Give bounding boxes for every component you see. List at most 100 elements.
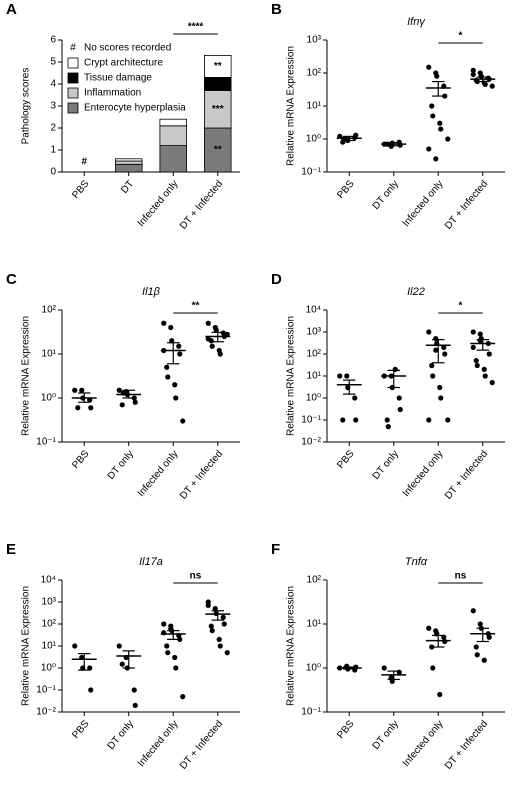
bar-segment xyxy=(159,145,187,173)
data-point xyxy=(173,665,179,671)
x-tick-label: Infected only xyxy=(136,719,181,770)
panel-letter: D xyxy=(271,271,282,288)
data-point xyxy=(340,417,346,423)
data-point xyxy=(470,71,476,78)
y-tick-label: 10¹ xyxy=(307,371,322,382)
data-point xyxy=(474,652,480,658)
data-point xyxy=(385,424,391,430)
y-tick-label: 10⁰ xyxy=(41,393,56,404)
data-point xyxy=(180,418,186,424)
data-point xyxy=(429,644,435,650)
x-tick-label: DT + Infected xyxy=(443,449,490,502)
data-point xyxy=(426,417,432,423)
y-tick-label: 5 xyxy=(50,57,56,68)
legend-label: Crypt architecture xyxy=(84,58,163,69)
x-tick-label: DT only xyxy=(371,719,401,752)
y-tick-label: 10⁻¹ xyxy=(36,685,56,696)
panel-letter: E xyxy=(6,541,16,558)
legend-swatch xyxy=(67,72,79,84)
bar-segment xyxy=(203,90,232,129)
data-point xyxy=(442,638,448,645)
data-point xyxy=(441,344,447,350)
annotation: ** xyxy=(214,145,222,156)
data-point xyxy=(132,399,138,405)
data-point xyxy=(486,351,492,357)
x-tick-label: PBS xyxy=(335,448,357,471)
y-tick-label: 10⁴ xyxy=(306,305,321,316)
data-point xyxy=(481,366,487,372)
y-tick-label: 10⁻² xyxy=(36,707,56,718)
data-point xyxy=(430,665,436,671)
y-axis-label: Relative mRNA Expression xyxy=(286,586,297,706)
data-point xyxy=(426,146,432,152)
data-point xyxy=(489,83,495,89)
bar-segment xyxy=(159,125,187,147)
x-tick-label: Infected only xyxy=(136,179,181,230)
x-tick-label: DT xyxy=(119,179,136,196)
y-tick-label: 10⁻¹ xyxy=(301,707,321,718)
data-point xyxy=(131,687,137,693)
y-tick-label: 10⁰ xyxy=(306,663,321,674)
y-tick-label: 10⁻¹ xyxy=(301,415,321,426)
y-tick-label: 10² xyxy=(307,68,322,79)
data-point xyxy=(213,327,219,333)
data-point xyxy=(486,634,492,640)
panel-letter: B xyxy=(271,1,282,18)
data-point xyxy=(217,351,223,357)
x-tick-label: DT + Infected xyxy=(178,719,225,772)
data-point xyxy=(489,380,495,386)
y-axis-label: Relative mRNA Expression xyxy=(286,316,297,436)
y-tick-label: 1 xyxy=(50,145,56,156)
data-point xyxy=(470,608,476,614)
data-point xyxy=(164,643,170,649)
data-point xyxy=(384,417,390,423)
data-point xyxy=(397,142,403,148)
data-point xyxy=(481,657,487,663)
data-point xyxy=(116,643,122,649)
data-point xyxy=(221,621,227,627)
data-point xyxy=(165,650,171,656)
data-point xyxy=(169,338,175,344)
y-tick-label: 10⁰ xyxy=(41,663,56,674)
data-point xyxy=(209,628,215,634)
data-point xyxy=(168,324,174,331)
data-point xyxy=(353,417,359,423)
y-tick-label: 4 xyxy=(50,79,56,90)
data-point xyxy=(79,387,85,393)
gene-title: Il17a xyxy=(139,556,163,568)
y-axis-label: Pathology scores xyxy=(21,68,32,145)
data-point xyxy=(381,665,387,671)
y-axis-label: Relative mRNA Expression xyxy=(21,586,32,706)
legend-label: Tissue damage xyxy=(84,73,152,84)
data-point xyxy=(433,336,439,342)
y-tick-label: 3 xyxy=(50,101,56,112)
panel-letter: F xyxy=(271,541,280,558)
y-tick-label: 10² xyxy=(307,349,322,360)
data-point xyxy=(430,113,436,119)
data-point xyxy=(396,395,402,401)
data-point xyxy=(438,126,444,132)
y-axis-label: Relative mRNA Expression xyxy=(21,316,32,436)
data-point xyxy=(72,643,78,649)
x-tick-label: DT only xyxy=(106,719,136,752)
data-point xyxy=(72,387,78,393)
data-point xyxy=(161,621,167,627)
y-tick-label: 10¹ xyxy=(42,641,57,652)
bar-segment xyxy=(203,127,232,173)
annotation: # xyxy=(81,157,87,168)
data-point xyxy=(173,395,179,401)
y-tick-label: 10³ xyxy=(307,35,322,46)
annotation: ** xyxy=(214,61,222,72)
data-point xyxy=(208,623,214,629)
y-tick-label: 10⁰ xyxy=(306,393,321,404)
x-tick-label: PBS xyxy=(335,718,357,741)
data-point xyxy=(212,606,218,612)
y-tick-label: 10² xyxy=(42,305,57,316)
y-tick-label: 10² xyxy=(307,575,322,586)
data-point xyxy=(172,654,178,661)
significance-label: ** xyxy=(192,301,200,312)
data-point xyxy=(88,687,94,693)
data-point xyxy=(473,358,479,364)
data-point xyxy=(353,132,359,138)
